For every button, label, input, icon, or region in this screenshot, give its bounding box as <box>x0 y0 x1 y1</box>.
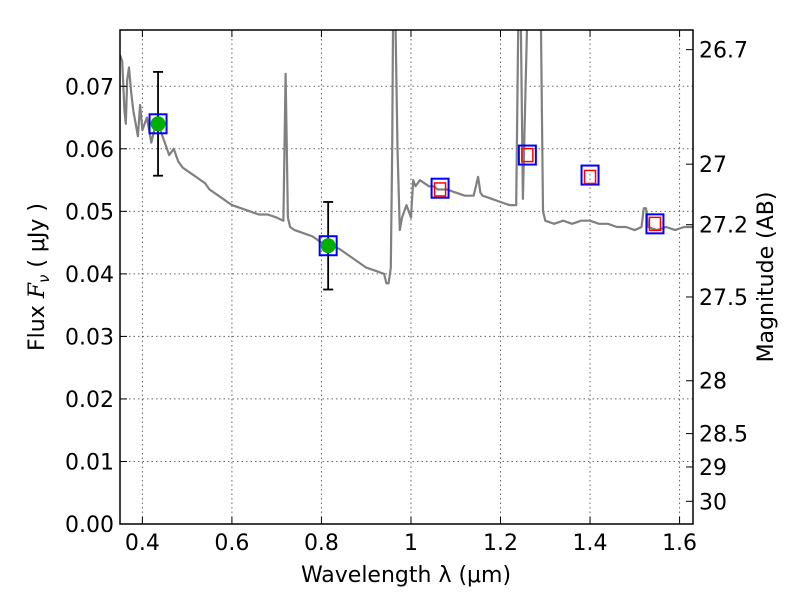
y-tick-label: 0.02 <box>65 388 114 413</box>
x-tick-label: 0.8 <box>304 531 339 556</box>
x-tick-label: 0.6 <box>214 531 249 556</box>
ticks: 0.4 0.6 0.8 1 1.2 1.4 1.6 0.00 0.01 0.02 0.03 0.04 0… <box>65 30 748 556</box>
y-tick-label: 0.07 <box>65 75 114 100</box>
detection-point <box>150 116 166 132</box>
y2-tick-label: 26.7 <box>699 39 748 64</box>
y-axis-label-prefix: Flux <box>25 298 50 351</box>
y-tick-label: 0.03 <box>65 325 114 350</box>
x-axis-label: Wavelength λ (μm) <box>301 563 511 588</box>
y-axis-label-symbol: F <box>25 282 50 299</box>
y-tick-label: 0.06 <box>65 138 114 163</box>
spectrum-line <box>120 30 693 285</box>
y2-tick-label: 30 <box>699 490 727 515</box>
x-tick-label: 1.2 <box>483 531 518 556</box>
detection-point <box>320 238 336 254</box>
y2-tick-label: 28.5 <box>699 423 748 448</box>
y2-tick-label: 29 <box>699 456 727 481</box>
limit-box <box>648 216 662 232</box>
y-tick-label: 0.00 <box>65 513 114 538</box>
y-axis-label-subscript: ν <box>35 275 53 283</box>
model-photometry-box <box>645 213 665 235</box>
model-photometry-box <box>318 235 338 257</box>
model-photometry-box <box>580 164 600 186</box>
x-tick-label: 0.4 <box>125 531 160 556</box>
model-photometry-box <box>148 113 168 135</box>
x-tick-label: 1.4 <box>573 531 608 556</box>
limit-box <box>433 182 447 197</box>
y2-tick-label: 27.2 <box>699 214 748 239</box>
y-tick-label: 0.04 <box>65 263 114 288</box>
y-axis-label-unit: ( μJy ) <box>25 203 50 275</box>
plot-frame <box>119 29 694 525</box>
y-tick-label: 0.05 <box>65 200 114 225</box>
y2-tick-label: 28 <box>699 370 727 395</box>
y2-axis-label: Magnitude (AB) <box>754 192 779 363</box>
limit-box <box>521 147 534 163</box>
y-axis-label: Flux Fν ( μJy ) <box>25 203 53 351</box>
y2-tick-label: 27.5 <box>699 286 748 311</box>
limit-box <box>583 169 597 185</box>
model-photometry-box <box>517 144 537 166</box>
x-tick-label: 1 <box>404 531 418 556</box>
data-layer <box>120 30 693 291</box>
grid <box>120 30 693 525</box>
x-tick-label: 1.6 <box>662 531 697 556</box>
y-tick-label: 0.01 <box>65 450 114 475</box>
plot-background <box>120 30 693 524</box>
model-photometry-box <box>430 177 450 199</box>
y2-tick-label: 27 <box>699 153 727 178</box>
